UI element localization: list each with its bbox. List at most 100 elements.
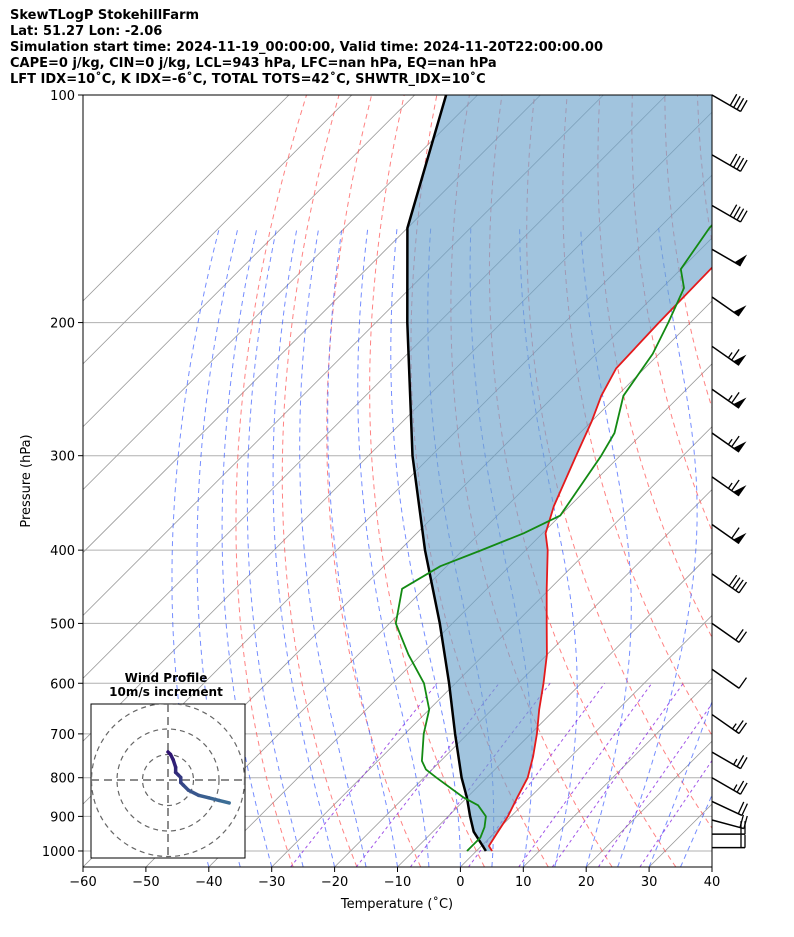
dry-adiabat-line: [235, 95, 307, 867]
x-tick-label: −50: [132, 875, 159, 890]
hodograph-trace: [207, 796, 221, 803]
x-tick-label: 20: [578, 875, 595, 890]
y-tick-label: 800: [50, 772, 75, 787]
dry-adiabat-line: [730, 95, 794, 867]
isotherm-line: [711, 866, 712, 867]
y-axis-title: Pressure (hPa): [19, 434, 34, 527]
chart-title: SkewTLogP StokehillFarm: [10, 8, 200, 23]
wind-barb: [711, 93, 748, 113]
temperature-line: [488, 266, 712, 852]
isotherm-line: [271, 426, 712, 867]
hodograph-trace: [166, 750, 173, 757]
x-tick-label: 30: [641, 875, 658, 890]
y-tick-label: 100: [50, 89, 75, 104]
moist-adiabat-line: [299, 228, 367, 867]
wind-barb: [711, 800, 748, 817]
x-tick-label: 40: [704, 875, 721, 890]
wind-barb: [711, 622, 748, 643]
isotherm-line: [83, 95, 290, 302]
x-tick-label: −10: [384, 875, 411, 890]
wind-barb: [711, 153, 748, 173]
isotherm-line: [775, 95, 794, 867]
wind-barb: [711, 668, 748, 689]
moist-adiabat-line: [221, 227, 273, 867]
wind-barb: [711, 751, 748, 770]
isotherm-line: [523, 677, 712, 867]
wind-barb: [711, 777, 748, 795]
mixing-ratio-line: [468, 683, 606, 867]
mixing-ratio-line: [597, 702, 712, 867]
moist-adiabat-line: [171, 227, 220, 867]
y-tick-label: 600: [50, 677, 75, 692]
hodograph-ring: [116, 728, 220, 832]
wind-barb: [712, 834, 746, 849]
mixing-ratio-line: [518, 683, 653, 867]
moist-adiabat-line: [580, 228, 632, 867]
x-tick-label: −20: [321, 875, 348, 890]
wind-barb: [711, 388, 747, 409]
wind-barb: [711, 713, 748, 735]
moist-adiabat-line: [327, 228, 398, 867]
isotherm-line: [460, 614, 712, 867]
wind-barb: [711, 476, 747, 497]
x-tick-label: 10: [515, 875, 532, 890]
isotherm-line: [83, 95, 478, 491]
location-line: Lat: 51.27 Lon: -2.06: [10, 24, 163, 39]
stability-line: CAPE=0 j/kg, CIN=0 j/kg, LCL=943 hPa, LF…: [10, 56, 497, 71]
hodograph-title: Wind Profile: [125, 671, 208, 685]
y-tick-label: 200: [50, 317, 75, 332]
x-axis-title: Temperature (˚C): [340, 896, 453, 912]
wind-barb: [711, 296, 747, 317]
wind-barb: [711, 523, 747, 545]
hodograph-ring: [91, 704, 245, 858]
wind-barb: [711, 573, 748, 594]
y-tick-label: 300: [50, 450, 75, 465]
dry-adiabat-line: [281, 95, 358, 867]
moist-adiabat-line: [196, 227, 241, 867]
y-tick-label: 500: [50, 617, 75, 632]
x-tick-label: −60: [69, 875, 96, 890]
mixing-ratio-line: [290, 682, 438, 867]
hodograph-trace: [217, 798, 231, 805]
mixing-ratio-line: [355, 682, 500, 867]
mixing-ratio-line: [551, 683, 684, 867]
x-tick-label: −40: [195, 875, 222, 890]
wind-barb: [712, 821, 746, 835]
y-tick-label: 700: [50, 728, 75, 743]
hodograph-trace: [186, 788, 201, 798]
x-tick-label: 0: [456, 875, 464, 890]
moist-adiabat-line: [246, 228, 304, 867]
wind-barb: [711, 814, 748, 830]
mixing-ratio-line: [639, 759, 712, 867]
x-tick-label: −30: [258, 875, 285, 890]
cin-cape-shading: [407, 95, 712, 851]
isotherm-line: [83, 95, 353, 365]
moist-adiabat-line: [357, 228, 430, 867]
moist-adiabat-line: [617, 228, 698, 867]
dry-adiabat-line: [763, 95, 794, 867]
index-line: LFT IDX=10˚C, K IDX=-6˚C, TOTAL TOTS=42˚…: [10, 72, 486, 87]
dry-adiabat-line: [597, 95, 712, 639]
isotherm-line: [208, 363, 712, 867]
moist-adiabat-line: [680, 793, 712, 867]
hodograph-trace: [196, 793, 211, 800]
moist-adiabat-line: [711, 865, 712, 867]
y-tick-label: 900: [50, 810, 75, 825]
y-tick-label: 1000: [42, 845, 75, 860]
chart-header: SkewTLogP StokehillFarm Lat: 51.27 Lon: …: [10, 8, 603, 88]
wind-barb: [711, 204, 748, 223]
dry-adiabat-line: [369, 95, 485, 867]
moist-adiabat-line: [272, 228, 336, 867]
hodograph-plot: [91, 704, 245, 858]
dewpoint-line: [394, 223, 712, 852]
isotherm-line: [83, 95, 415, 428]
wind-barb: [711, 432, 747, 453]
y-tick-label: 400: [50, 544, 75, 559]
moist-adiabat-line: [648, 700, 712, 867]
dry-adiabat-line: [631, 95, 712, 532]
moist-adiabat-line: [390, 228, 461, 867]
wind-barb: [711, 248, 748, 267]
wind-barb: [711, 345, 747, 366]
hodograph-subtitle: 10m/s increment: [109, 685, 223, 699]
